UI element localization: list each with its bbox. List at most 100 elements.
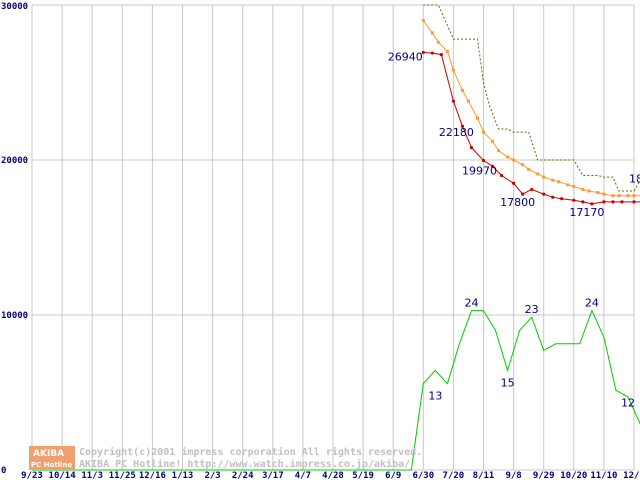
series-point-min-price bbox=[430, 51, 434, 55]
x-tick-label: 9/8 bbox=[505, 471, 521, 480]
series-point-avg-price bbox=[491, 139, 495, 143]
series-point-avg-price bbox=[536, 172, 540, 176]
y-tick-label: 20000 bbox=[1, 156, 28, 166]
series-point-avg-price bbox=[617, 194, 621, 198]
data-label: 19970 bbox=[462, 164, 497, 177]
data-label: 17800 bbox=[500, 196, 535, 209]
series-point-avg-price bbox=[626, 194, 630, 198]
series-point-avg-price bbox=[475, 116, 479, 120]
series-point-avg-price bbox=[581, 187, 585, 191]
series-point-avg-price bbox=[436, 40, 440, 44]
x-tick-label: 12/1 bbox=[623, 471, 640, 480]
x-tick-label: 10/14 bbox=[49, 471, 77, 480]
watermark: AKIBA PC Hotline Copyright(c)2001 impres… bbox=[29, 446, 422, 470]
logo-bottom-text: PC Hotline bbox=[31, 461, 73, 469]
x-tick-label: 9/29 bbox=[533, 471, 555, 480]
series-point-min-price bbox=[511, 181, 516, 185]
series-point-min-price bbox=[469, 146, 474, 150]
y-tick-label: 10000 bbox=[1, 311, 28, 321]
x-tick-label: 6/9 bbox=[385, 471, 401, 480]
series-line-max-price bbox=[423, 4, 640, 192]
series-point-min-price bbox=[499, 173, 504, 178]
x-tick-label: 12/16 bbox=[139, 471, 166, 480]
series-point-avg-price bbox=[587, 189, 591, 193]
series-point-avg-price bbox=[430, 31, 434, 35]
series-point-avg-price bbox=[527, 167, 531, 171]
series-point-min-price bbox=[572, 198, 576, 202]
series-point-avg-price bbox=[521, 163, 525, 167]
series-point-avg-price bbox=[421, 19, 425, 22]
series-point-min-price bbox=[421, 50, 425, 55]
data-label: 15 bbox=[501, 376, 515, 389]
data-label: 26940 bbox=[388, 50, 423, 63]
series-point-avg-price bbox=[566, 183, 570, 187]
data-label: 17170 bbox=[569, 206, 604, 219]
data-label: 24 bbox=[464, 297, 478, 310]
logo-box bbox=[29, 446, 75, 470]
series-point-avg-price bbox=[611, 194, 615, 198]
series-point-avg-price bbox=[572, 184, 576, 188]
series-point-min-price bbox=[451, 99, 455, 103]
series-point-avg-price bbox=[512, 158, 516, 162]
series-layer bbox=[32, 4, 640, 471]
series-point-min-price bbox=[521, 192, 525, 196]
logo-top-text: AKIBA bbox=[33, 449, 64, 459]
series-point-avg-price bbox=[466, 99, 470, 103]
x-tick-label: 11/3 bbox=[81, 471, 103, 480]
data-label: 24 bbox=[585, 297, 599, 310]
x-tick-label: 7/20 bbox=[443, 471, 465, 480]
x-tick-label: 11/10 bbox=[590, 471, 617, 480]
series-point-min-price bbox=[460, 124, 465, 128]
data-label: 22180 bbox=[439, 126, 474, 139]
series-point-avg-price bbox=[542, 175, 546, 179]
series-point-avg-price bbox=[445, 50, 449, 53]
data-label: 18800 bbox=[629, 173, 640, 186]
series-point-min-price bbox=[632, 200, 636, 204]
copyright-line: Copyright(c)2001 impress corporation All… bbox=[79, 446, 422, 458]
x-tick-label: 6/30 bbox=[412, 471, 434, 480]
series-point-avg-price bbox=[482, 130, 485, 134]
series-point-min-price bbox=[581, 200, 585, 204]
series-point-min-price bbox=[620, 200, 624, 204]
series-point-min-price bbox=[602, 200, 606, 204]
series-point-min-price bbox=[481, 158, 486, 163]
url-line: AKIBA PC Hotline! http://www.watch.impre… bbox=[79, 458, 410, 470]
y-axis-ticks: 30000 20000 10000 0 bbox=[1, 2, 28, 476]
series-point-avg-price bbox=[596, 191, 600, 195]
series-point-min-price bbox=[542, 192, 546, 196]
series-point-min-price bbox=[590, 202, 594, 206]
x-tick-label: 11/25 bbox=[109, 471, 136, 480]
x-tick-label: 4/28 bbox=[322, 471, 344, 480]
x-tick-label: 5/19 bbox=[352, 471, 374, 480]
series-point-min-price bbox=[611, 200, 615, 204]
x-tick-label: 4/7 bbox=[295, 471, 311, 480]
x-tick-label: 10/20 bbox=[560, 471, 587, 480]
data-labels: 26940 22180 19970 17800 17170 18800 13 24 15 23 24… bbox=[388, 50, 640, 409]
series-line-shop-count bbox=[32, 309, 640, 471]
y-tick-label: 30000 bbox=[1, 2, 28, 12]
series-point-avg-price bbox=[451, 68, 455, 72]
x-tick-label: 8/11 bbox=[473, 471, 495, 480]
x-tick-label: 3/17 bbox=[262, 471, 284, 480]
series-point-avg-price bbox=[460, 88, 464, 92]
series-point-avg-price bbox=[506, 155, 510, 159]
series-point-avg-price bbox=[551, 178, 555, 182]
series-point-avg-price bbox=[557, 180, 561, 184]
x-tick-label: 2/3 bbox=[204, 471, 220, 480]
x-tick-label: 9/23 bbox=[21, 471, 43, 480]
series-point-avg-price bbox=[602, 192, 606, 196]
data-label: 23 bbox=[525, 303, 539, 316]
series-point-min-price bbox=[439, 53, 443, 57]
series-point-min-price bbox=[551, 195, 555, 199]
x-tick-label: 2/24 bbox=[232, 471, 254, 480]
x-axis-ticks: 9/23 10/14 11/3 11/25 12/16 1/13 2/3 2/24 3/17 4/… bbox=[21, 471, 640, 480]
data-label: 12 bbox=[621, 396, 635, 409]
series-point-avg-price bbox=[632, 194, 636, 198]
grid-lines bbox=[31, 4, 635, 471]
series-point-avg-price bbox=[497, 149, 501, 153]
series-point-min-price bbox=[560, 197, 564, 201]
series-point-min-price bbox=[530, 187, 534, 192]
series-point-min-price bbox=[490, 164, 495, 168]
x-tick-label: 1/13 bbox=[172, 471, 194, 480]
